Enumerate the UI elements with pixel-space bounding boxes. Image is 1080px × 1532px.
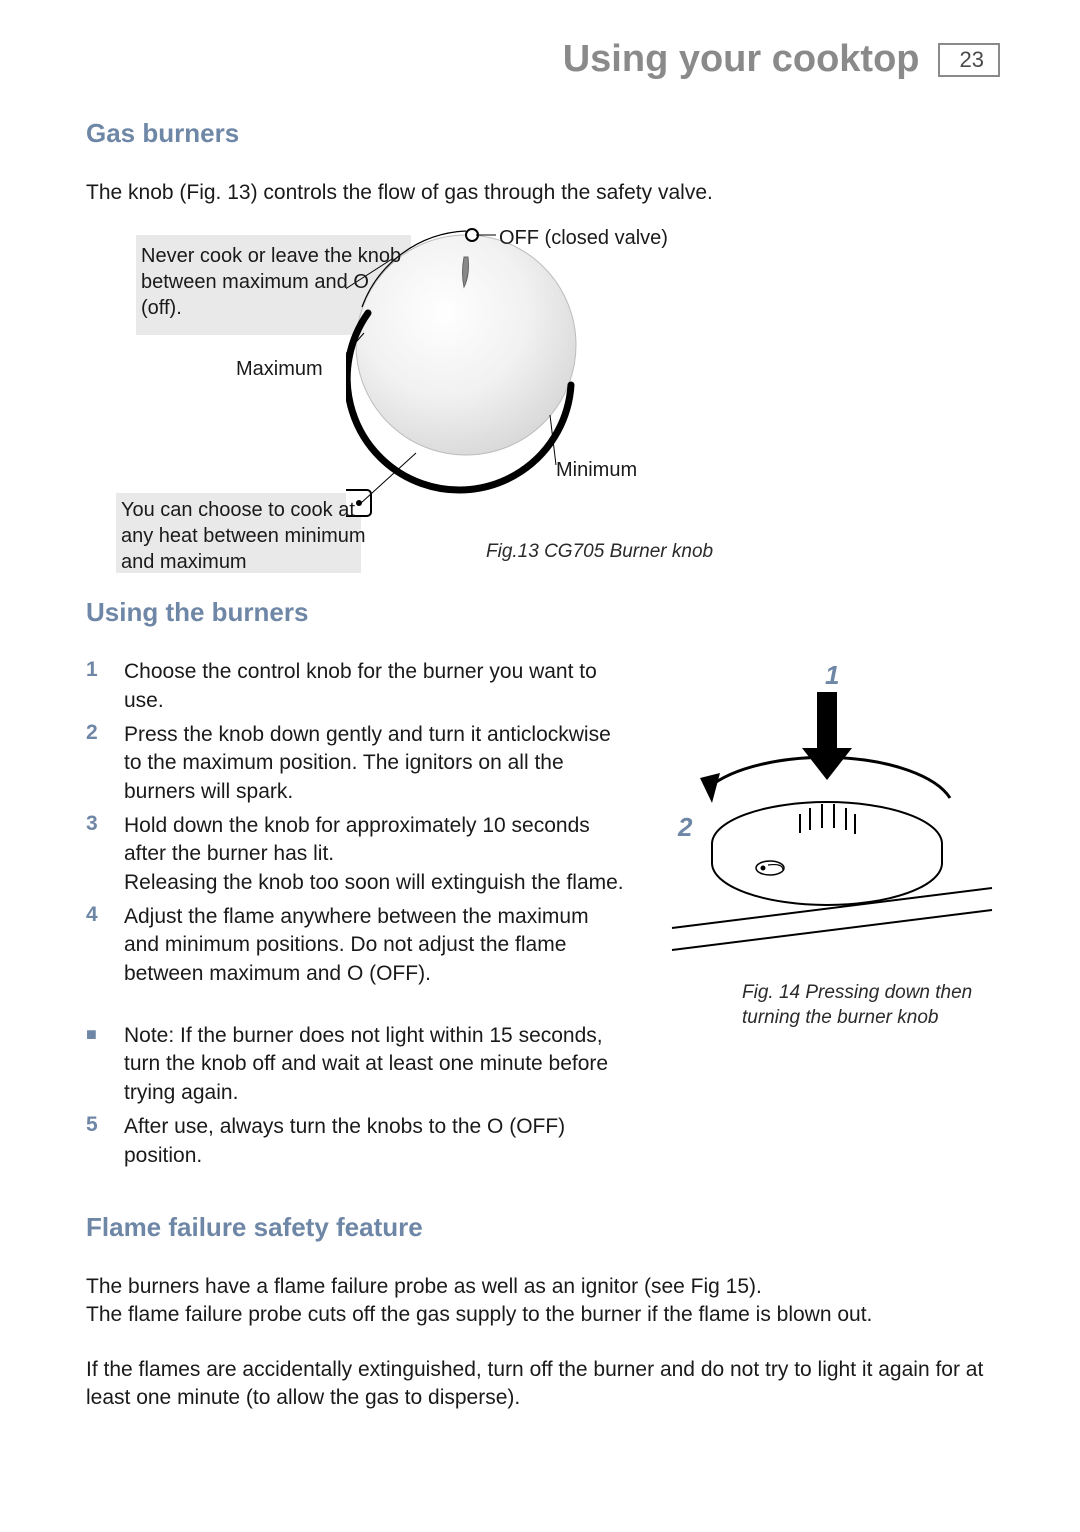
section-flame-failure: Flame failure safety feature The burners…: [86, 1212, 1000, 1412]
step-text: Choose the control knob for the burner y…: [124, 658, 626, 715]
section-using-burners: Using the burners 1 Choose the control k…: [86, 597, 1000, 1176]
section-heading-gas-burners: Gas burners: [86, 118, 1000, 149]
label-minimum: Minimum: [556, 457, 637, 483]
label-maximum: Maximum: [236, 356, 323, 382]
flame-para-1: The burners have a flame failure probe a…: [86, 1273, 1000, 1330]
step-text: Adjust the flame anywhere between the ma…: [124, 903, 626, 988]
bullet-icon: ■: [86, 1022, 106, 1107]
list-item: 5 After use, always turn the knobs to th…: [86, 1113, 626, 1170]
step-text: Hold down the knob for approximately 10 …: [124, 812, 626, 897]
page-content: Gas burners The knob (Fig. 13) controls …: [86, 118, 1000, 1438]
figure-13: Never cook or leave the knob between max…: [86, 225, 1000, 575]
step-text: After use, always turn the knobs to the …: [124, 1113, 626, 1170]
page-title: Using your cooktop: [563, 38, 920, 81]
fig14-label-2: 2: [677, 812, 693, 842]
step-number: 5: [86, 1113, 106, 1170]
step-number: 2: [86, 721, 106, 806]
step-text-line1: Hold down the knob for approximately 10 …: [124, 814, 590, 865]
list-item: ■ Note: If the burner does not light wit…: [86, 1022, 626, 1107]
flame-para-1a: The burners have a flame failure probe a…: [86, 1275, 762, 1298]
step-number: 3: [86, 812, 106, 897]
section-heading-flame-failure: Flame failure safety feature: [86, 1212, 1000, 1243]
knob-press-turn-svg: 1: [650, 658, 1000, 968]
label-you-can-choose: You can choose to cook at any heat betwe…: [121, 497, 371, 575]
note-text: Note: If the burner does not light withi…: [124, 1022, 626, 1107]
list-item: 2 Press the knob down gently and turn it…: [86, 721, 626, 806]
page-number: 23: [938, 43, 1000, 77]
intro-text: The knob (Fig. 13) controls the flow of …: [86, 179, 1000, 207]
page-header: Using your cooktop 23: [563, 38, 1000, 81]
step-text: Press the knob down gently and turn it a…: [124, 721, 626, 806]
label-off: OFF (closed valve): [499, 225, 668, 251]
step-text-line2: Releasing the knob too soon will extingu…: [124, 871, 624, 894]
list-item: 4 Adjust the flame anywhere between the …: [86, 903, 626, 988]
flame-para-1b: The flame failure probe cuts off the gas…: [86, 1303, 872, 1326]
flame-para-2: If the flames are accidentally extinguis…: [86, 1356, 1000, 1413]
figure-14: 1: [650, 658, 1000, 1176]
section-heading-using-burners: Using the burners: [86, 597, 1000, 628]
list-item: 3 Hold down the knob for approximately 1…: [86, 812, 626, 897]
figure-13-caption: Fig.13 CG705 Burner knob: [486, 541, 713, 563]
label-never-cook: Never cook or leave the knob between max…: [141, 243, 411, 321]
fig14-label-1: 1: [825, 660, 839, 690]
step-number: 1: [86, 658, 106, 715]
figure-14-caption: Fig. 14 Pressing down then turning the b…: [742, 981, 1000, 1030]
steps-list: 1 Choose the control knob for the burner…: [86, 658, 626, 1176]
list-item: 1 Choose the control knob for the burner…: [86, 658, 626, 715]
step-number: 4: [86, 903, 106, 988]
